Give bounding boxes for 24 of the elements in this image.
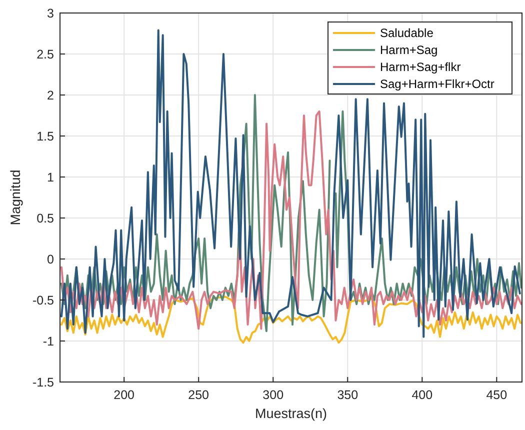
y-tick-label: 1.5: [36, 130, 54, 144]
legend-label: Sag+Harm+Flkr+Octr: [380, 77, 494, 91]
legend-label: Saludable: [380, 26, 434, 40]
legend-label: Harm+Sag: [380, 43, 438, 57]
legend-label: Harm+Sag+flkr: [380, 60, 461, 74]
y-tick-label: 2: [47, 88, 54, 102]
y-tick-label: -1: [42, 334, 54, 348]
y-tick-label: -0.5: [32, 294, 54, 308]
line-series: [60, 296, 522, 344]
x-tick-label: 250: [188, 388, 210, 402]
y-tick-label: 0: [47, 252, 54, 266]
y-tick-label: 2.5: [36, 48, 54, 62]
x-tick-label: 400: [412, 388, 433, 402]
x-axis-title: Muestras(n): [254, 406, 328, 421]
y-axis-title: Magnitud: [8, 170, 23, 226]
y-tick-label: 3: [47, 6, 54, 20]
x-tick-label: 300: [262, 388, 284, 402]
x-tick-label: 450: [486, 388, 508, 402]
line-series: [60, 29, 521, 338]
y-tick-label: -1.5: [32, 376, 54, 390]
x-tick-label: 200: [114, 388, 135, 402]
x-tick-label: 350: [337, 388, 358, 402]
y-tick-label: 1: [47, 170, 54, 184]
y-tick-label: 0.5: [36, 212, 54, 226]
